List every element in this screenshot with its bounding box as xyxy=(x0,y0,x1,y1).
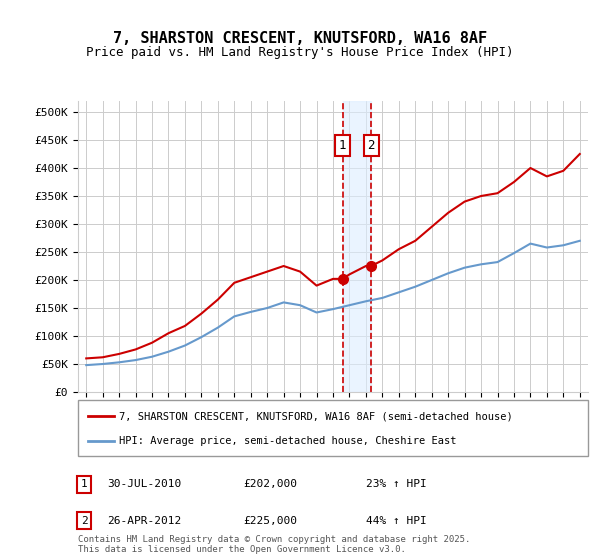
Text: 23% ↑ HPI: 23% ↑ HPI xyxy=(365,479,427,489)
Text: 1: 1 xyxy=(339,139,346,152)
Text: 7, SHARSTON CRESCENT, KNUTSFORD, WA16 8AF (semi-detached house): 7, SHARSTON CRESCENT, KNUTSFORD, WA16 8A… xyxy=(119,411,512,421)
Text: 2: 2 xyxy=(80,516,88,526)
Text: 7, SHARSTON CRESCENT, KNUTSFORD, WA16 8AF: 7, SHARSTON CRESCENT, KNUTSFORD, WA16 8A… xyxy=(113,31,487,46)
Text: 26-APR-2012: 26-APR-2012 xyxy=(107,516,181,526)
Text: 30-JUL-2010: 30-JUL-2010 xyxy=(107,479,181,489)
Text: £225,000: £225,000 xyxy=(243,516,297,526)
Text: Price paid vs. HM Land Registry's House Price Index (HPI): Price paid vs. HM Land Registry's House … xyxy=(86,46,514,59)
FancyBboxPatch shape xyxy=(78,400,588,456)
Text: Contains HM Land Registry data © Crown copyright and database right 2025.
This d: Contains HM Land Registry data © Crown c… xyxy=(78,535,470,554)
Text: £202,000: £202,000 xyxy=(243,479,297,489)
Bar xyxy=(343,101,371,392)
Text: HPI: Average price, semi-detached house, Cheshire East: HPI: Average price, semi-detached house,… xyxy=(119,436,457,446)
Text: 1: 1 xyxy=(80,479,88,489)
Text: 2: 2 xyxy=(367,139,375,152)
Text: 44% ↑ HPI: 44% ↑ HPI xyxy=(365,516,427,526)
